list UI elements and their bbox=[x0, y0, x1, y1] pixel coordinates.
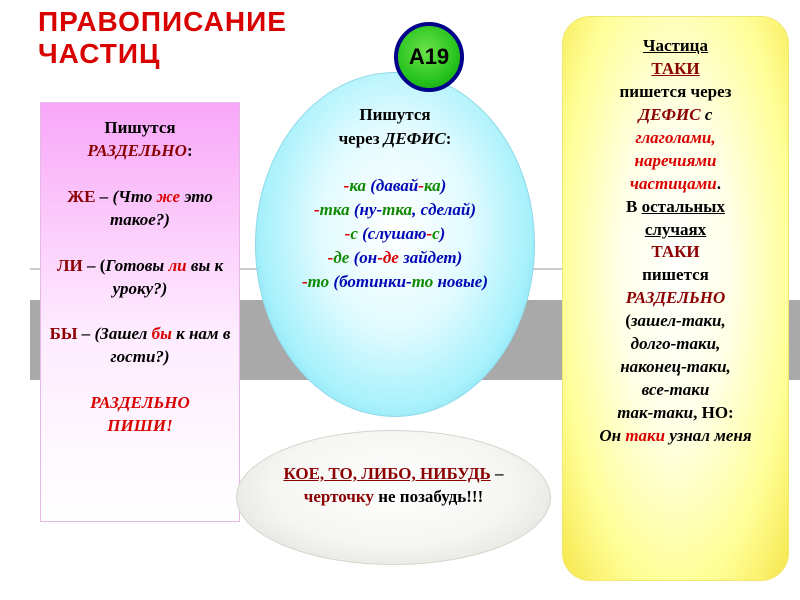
bottom-c: черточку bbox=[304, 487, 374, 506]
row-de: -де (он-де зайдет) bbox=[278, 246, 512, 270]
card-separate: Пишутся РАЗДЕЛЬНО: ЖЕ – (Что же это тако… bbox=[40, 102, 240, 522]
de-s: де bbox=[383, 248, 399, 267]
pink-li: ЛИ – (Готовы ли вы к уроку?) bbox=[49, 255, 231, 301]
s-c: ) bbox=[440, 224, 446, 243]
oval-hyphen: Пишутся через ДЕФИС: -ка (давай-ка) -тка… bbox=[255, 72, 535, 417]
li-open: Готовы bbox=[105, 256, 168, 275]
cyan-l2b: ДЕФИС bbox=[384, 129, 446, 148]
row-to: -то (ботинки-то новые) bbox=[278, 270, 512, 294]
y-l2: ТАКИ bbox=[575, 58, 776, 81]
y-l13b: зашел-таки, bbox=[631, 311, 726, 330]
ka-p: ка bbox=[349, 176, 366, 195]
y-l4a: ДЕФИС bbox=[639, 105, 701, 124]
zhe-head: ЖЕ bbox=[67, 187, 95, 206]
y-l10: ТАКИ bbox=[575, 241, 776, 264]
y-l6: наречиями bbox=[575, 150, 776, 173]
bottom-line: КОЕ, ТО, ЛИБО, НИБУДЬ – bbox=[255, 463, 532, 486]
to-r: новые) bbox=[433, 272, 488, 291]
title-line2: ЧАСТИЦ bbox=[38, 38, 160, 69]
y-l17: так-таки, НО: bbox=[575, 402, 776, 425]
li-mid: ли bbox=[168, 256, 186, 275]
y-l3: пишется через bbox=[575, 81, 776, 104]
y-l17b: , НО: bbox=[693, 403, 734, 422]
to-p: то bbox=[308, 272, 330, 291]
to-s: то bbox=[412, 272, 434, 291]
y-l12: РАЗДЕЛЬНО bbox=[575, 287, 776, 310]
pink-footer2: ПИШИ! bbox=[49, 415, 231, 438]
to-sp: (ботинки- bbox=[329, 272, 412, 291]
y-l1: Частица bbox=[575, 35, 776, 58]
de-p: де bbox=[333, 248, 349, 267]
bottom-d: не позабудь!!! bbox=[374, 487, 483, 506]
page-title: ПРАВОПИСАНИЕ ЧАСТИЦ bbox=[38, 6, 287, 70]
by-mid: бы bbox=[152, 324, 172, 343]
de-sp: (он bbox=[349, 248, 377, 267]
y-l11: пишется bbox=[575, 264, 776, 287]
y-l7b: . bbox=[717, 174, 721, 193]
pink-footer1: РАЗДЕЛЬНО bbox=[49, 392, 231, 415]
pink-head1: Пишутся bbox=[49, 117, 231, 140]
task-badge: А19 bbox=[394, 22, 464, 92]
y-l8: В остальных bbox=[575, 196, 776, 219]
s-s2: с bbox=[432, 224, 440, 243]
y-l18: Он таки узнал меня bbox=[575, 425, 776, 448]
cyan-head1: Пишутся bbox=[278, 103, 512, 127]
bottom-a: КОЕ, ТО, ЛИБО, НИБУДЬ bbox=[283, 464, 490, 483]
tka-sp: (ну- bbox=[350, 200, 383, 219]
card-taki: Частица ТАКИ пишется через ДЕФИС с глаго… bbox=[562, 16, 789, 581]
y-l5: глаголами, bbox=[575, 127, 776, 150]
s-sp: (слушаю bbox=[358, 224, 427, 243]
y-l7: частицами. bbox=[575, 173, 776, 196]
zhe-open: (Что bbox=[112, 187, 156, 206]
cyan-l2c: : bbox=[446, 129, 452, 148]
by-open: (Зашел bbox=[95, 324, 152, 343]
ka-sp: (давай bbox=[366, 176, 418, 195]
bottom-line2: черточку не позабудь!!! bbox=[255, 486, 532, 509]
s-p: с bbox=[350, 224, 358, 243]
pink-head2: РАЗДЕЛЬНО bbox=[87, 141, 187, 160]
row-tka: -тка (ну-тка, сделай) bbox=[278, 198, 512, 222]
li-dash: – ( bbox=[83, 256, 106, 275]
row-ka: -ка (давай-ка) bbox=[278, 174, 512, 198]
y-l17a: так-таки bbox=[617, 403, 693, 422]
y-l9: случаях bbox=[575, 219, 776, 242]
ka-c: ) bbox=[441, 176, 447, 195]
zhe-dash: – bbox=[95, 187, 112, 206]
title-line1: ПРАВОПИСАНИЕ bbox=[38, 6, 287, 37]
by-dash: – bbox=[78, 324, 95, 343]
y-l16: все-таки bbox=[575, 379, 776, 402]
y-l13: (зашел-таки, bbox=[575, 310, 776, 333]
bottom-b: – bbox=[491, 464, 504, 483]
y-l4: ДЕФИС с bbox=[575, 104, 776, 127]
y-l7a: частицами bbox=[630, 174, 717, 193]
tka-p: тка bbox=[320, 200, 350, 219]
tka-r: , сделай) bbox=[412, 200, 476, 219]
y-l18c: узнал меня bbox=[665, 426, 752, 445]
pink-by: БЫ – (Зашел бы к нам в гости?) bbox=[49, 323, 231, 369]
tka-s: тка bbox=[382, 200, 412, 219]
task-badge-text: А19 bbox=[409, 44, 449, 70]
cyan-head2: через ДЕФИС: bbox=[278, 127, 512, 151]
ka-s: ка bbox=[424, 176, 441, 195]
y-l4b: с bbox=[701, 105, 713, 124]
y-l15: наконец-таки, bbox=[575, 356, 776, 379]
y-l18b: таки bbox=[625, 426, 665, 445]
row-s: -с (слушаю-с) bbox=[278, 222, 512, 246]
li-head: ЛИ bbox=[57, 256, 83, 275]
y-l14: долго-таки, bbox=[575, 333, 776, 356]
y-l18a: Он bbox=[599, 426, 625, 445]
y-l8b: остальных bbox=[642, 197, 725, 216]
de-r: зайдет) bbox=[399, 248, 462, 267]
cyan-l2a: через bbox=[339, 129, 384, 148]
by-head: БЫ bbox=[50, 324, 78, 343]
y-l8a: В bbox=[626, 197, 642, 216]
pink-zhe: ЖЕ – (Что же это такое?) bbox=[49, 186, 231, 232]
oval-koe-to-libo: КОЕ, ТО, ЛИБО, НИБУДЬ – черточку не поза… bbox=[236, 430, 551, 565]
zhe-mid: же bbox=[157, 187, 181, 206]
